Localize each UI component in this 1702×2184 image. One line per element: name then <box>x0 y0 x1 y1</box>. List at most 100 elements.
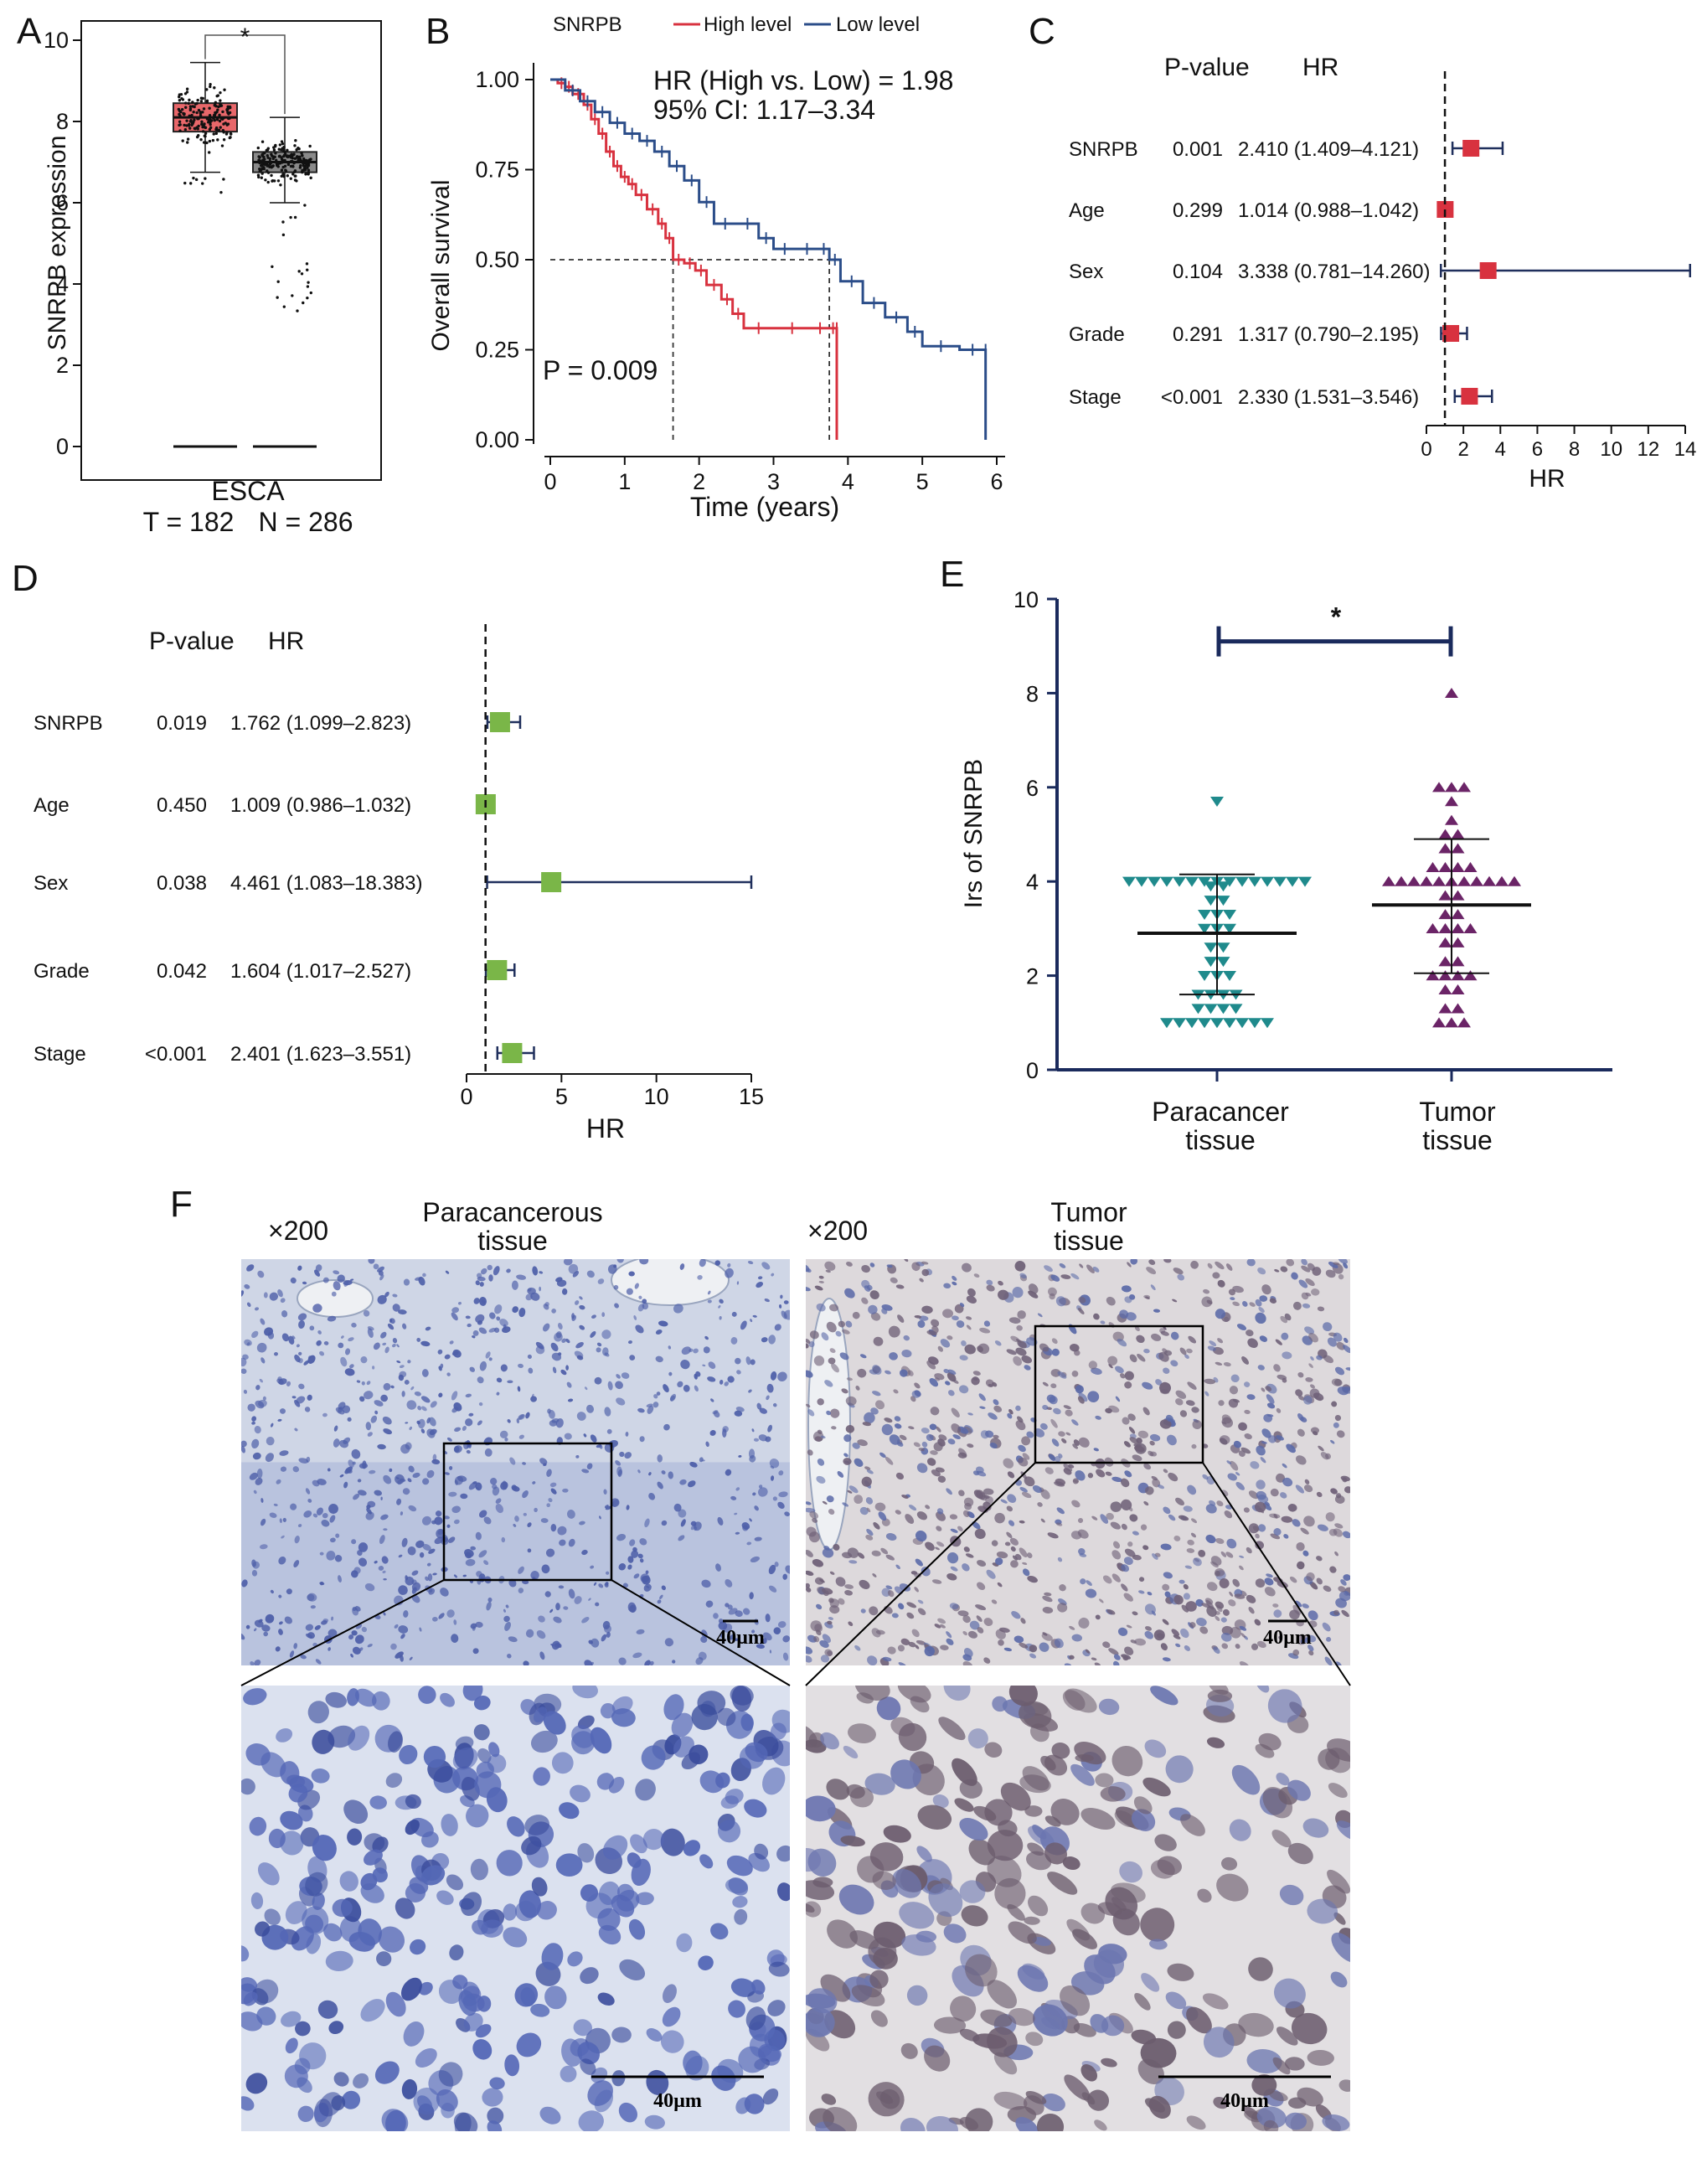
cell-nucleus <box>1057 1557 1063 1562</box>
data-point <box>306 285 310 288</box>
cell-nucleus <box>1239 1565 1244 1571</box>
data-point <box>306 296 309 300</box>
cell-nucleus <box>390 1643 397 1650</box>
cell-nucleus <box>1202 1993 1229 2010</box>
cell-nucleus <box>1276 1773 1290 1786</box>
cell-nucleus <box>843 1434 852 1443</box>
data-point <box>286 148 289 152</box>
cell-nucleus <box>983 1320 991 1327</box>
cell-nucleus <box>931 1319 940 1327</box>
cell-nucleus <box>281 2011 302 2027</box>
cell-nucleus <box>937 1475 946 1483</box>
cell-nucleus <box>635 1779 656 1801</box>
data-point <box>205 141 209 145</box>
cell-nucleus <box>1230 1460 1239 1471</box>
cell-nucleus <box>1280 1492 1287 1499</box>
cell-nucleus <box>965 1954 998 1987</box>
cell-nucleus <box>774 1324 781 1331</box>
cell-nucleus <box>1306 1572 1315 1582</box>
cell-nucleus <box>1297 1395 1305 1401</box>
cell-nucleus <box>590 1727 612 1754</box>
cell-nucleus <box>1215 1611 1220 1615</box>
cell-nucleus <box>905 1514 915 1524</box>
cell-nucleus <box>827 1919 858 1949</box>
cell-nucleus <box>1251 2074 1277 2096</box>
cell-nucleus <box>926 1330 937 1336</box>
cell-nucleus <box>1257 1267 1266 1275</box>
cell-nucleus <box>1334 1551 1338 1557</box>
cell-nucleus <box>762 2088 779 2105</box>
cell-nucleus <box>563 1606 569 1610</box>
cell-nucleus <box>710 1923 729 1940</box>
cell-nucleus <box>1101 2015 1125 2037</box>
data-point <box>307 168 311 172</box>
data-point <box>1445 796 1458 807</box>
cell-nucleus <box>1343 1574 1350 1581</box>
cell-nucleus <box>897 1314 905 1323</box>
cell-nucleus <box>256 1468 263 1479</box>
cell-nucleus <box>910 1696 930 1713</box>
cell-nucleus <box>773 1627 781 1634</box>
cell-nucleus <box>913 1442 921 1448</box>
data-point <box>178 99 182 102</box>
cell-nucleus <box>604 1624 611 1634</box>
cell-nucleus <box>1261 1387 1266 1392</box>
cell-nucleus <box>1111 1573 1121 1582</box>
cell-nucleus <box>241 1290 245 1297</box>
data-point <box>1483 875 1496 886</box>
cell-nucleus <box>676 1933 693 1953</box>
cell-nucleus <box>1112 1541 1121 1549</box>
scale-label-bl: 40µm <box>653 2090 702 2112</box>
data-point <box>1229 1004 1243 1015</box>
cell-nucleus <box>422 1544 431 1552</box>
cell-nucleus <box>943 1686 971 1701</box>
cell-nucleus <box>616 1374 621 1379</box>
cell-nucleus <box>1343 1345 1350 1354</box>
cell-nucleus <box>967 1288 976 1297</box>
data-point <box>213 86 216 90</box>
cell-nucleus <box>1018 1457 1029 1467</box>
cell-nucleus <box>1344 1337 1349 1344</box>
cell-nucleus <box>1065 1688 1097 1713</box>
cell-nucleus <box>1254 1619 1261 1626</box>
cell-nucleus <box>852 1311 860 1319</box>
cell-nucleus <box>1258 1307 1265 1313</box>
cell-nucleus <box>1255 1541 1265 1550</box>
cell-nucleus <box>882 1656 892 1662</box>
cell-nucleus <box>929 1378 939 1387</box>
cell-nucleus <box>954 1304 964 1314</box>
cell-nucleus <box>818 1275 824 1279</box>
cell-nucleus <box>407 1360 411 1364</box>
cell-nucleus <box>1287 1842 1313 1865</box>
cell-nucleus <box>478 1550 487 1558</box>
cell-nucleus <box>880 1547 889 1555</box>
cell-nucleus <box>751 1979 766 1995</box>
cell-nucleus <box>316 1507 323 1515</box>
cell-nucleus <box>263 1292 268 1299</box>
cell-nucleus <box>1187 1381 1197 1390</box>
data-point <box>199 96 204 100</box>
cell-nucleus <box>1318 1748 1340 1770</box>
cell-nucleus <box>1026 1431 1034 1438</box>
cell-nucleus <box>494 1304 503 1314</box>
cell-nucleus <box>735 1407 745 1412</box>
cell-nucleus <box>319 1582 325 1586</box>
cell-nucleus <box>622 1582 629 1588</box>
cell-nucleus <box>1142 1545 1149 1551</box>
cell-nucleus <box>572 1686 598 1699</box>
cell-nucleus <box>727 1262 731 1268</box>
cell-nucleus <box>918 1448 925 1452</box>
data-point <box>1451 890 1465 901</box>
cell-nucleus <box>1093 1313 1100 1320</box>
cell-nucleus <box>664 1638 674 1647</box>
cell-nucleus <box>350 1278 354 1281</box>
data-point <box>190 113 193 117</box>
data-point <box>213 103 217 106</box>
cell-nucleus <box>968 1839 996 1866</box>
data-point <box>187 124 191 127</box>
cell-nucleus <box>328 1647 331 1651</box>
cell-nucleus <box>401 1391 405 1397</box>
cell-nucleus <box>478 1510 487 1518</box>
cell-nucleus <box>846 1784 865 1799</box>
y-tick-label: 0 <box>1026 1058 1039 1083</box>
